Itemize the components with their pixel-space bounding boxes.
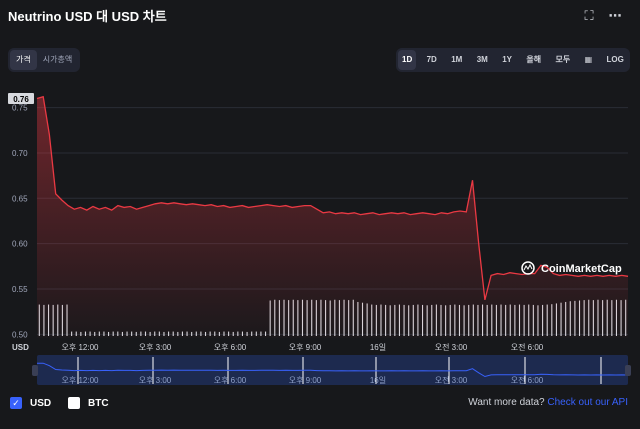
page-title: Neutrino USD 대 USD 차트 (8, 9, 167, 24)
y-tick-label: 0.60 (12, 240, 28, 249)
usd-toggle[interactable]: ✓ USD (10, 397, 51, 409)
navigator[interactable]: 오후 12:00 오후 3:00 오후 6:00 오후 9:00 16일 오전 3:00 오… (32, 355, 631, 385)
x-tick-label: 오후 9:00 (289, 343, 322, 352)
range-1y-button[interactable]: 1Y (502, 55, 513, 64)
btc-checkbox[interactable] (68, 397, 80, 409)
y-tick-label: 0.55 (12, 285, 28, 294)
navigator-tick-label: 오후 9:00 (289, 376, 322, 385)
more-data-promo: Want more data? Check out our API (468, 397, 628, 408)
usd-label: USD (30, 397, 52, 409)
btc-toggle[interactable]: BTC (68, 397, 109, 409)
navigator-tick-label: 오전 6:00 (511, 375, 544, 385)
x-tick-label: 오후 3:00 (139, 343, 172, 352)
y-tick-label: 0.65 (12, 194, 28, 203)
range-3m-button[interactable]: 3M (476, 55, 488, 64)
y-tick-label: 0.70 (12, 149, 28, 158)
price-marketcap-toggle: 가격 시가총액 (8, 48, 81, 72)
price-area-fill (37, 96, 628, 338)
y-axis-ticks: 0.75 0.70 0.65 0.60 0.55 0.50 (12, 104, 28, 340)
api-link[interactable]: Check out our API (547, 397, 628, 408)
x-axis-ticks: 오후 12:00 오후 3:00 오후 6:00 오후 9:00 16일 오전 3:00 오… (62, 342, 544, 352)
fullscreen-icon[interactable]: ⛶ (584, 8, 594, 23)
navigator-tick-label: 오후 6:00 (214, 376, 247, 385)
btc-label: BTC (88, 397, 109, 409)
calendar-icon[interactable]: ▦ (584, 55, 593, 64)
tab-marketcap[interactable]: 시가총액 (42, 55, 73, 64)
price-chart[interactable]: 0.75 0.70 0.65 0.60 0.55 0.50 0.76 CoinMarket… (0, 90, 640, 390)
more-data-text: Want more data? (468, 397, 545, 408)
x-tick-label: 오후 12:00 (62, 343, 100, 352)
current-price-label: 0.76 (13, 95, 29, 104)
currency-axis-label: USD (12, 343, 29, 352)
range-all-button[interactable]: 모두 (555, 55, 571, 64)
current-price-badge: 0.76 (8, 93, 34, 104)
x-tick-label: 16일 (370, 343, 386, 352)
y-tick-label: 0.75 (12, 104, 28, 113)
navigator-left-handle[interactable] (32, 365, 38, 376)
log-scale-button[interactable]: LOG (606, 55, 624, 64)
navigator-tick-label: 오후 3:00 (139, 376, 172, 385)
navigator-line (36, 362, 629, 378)
range-7d-button[interactable]: 7D (426, 55, 437, 64)
navigator-tick-label: 오후 12:00 (62, 376, 100, 385)
navigator-tick-label: 오전 3:00 (435, 375, 468, 385)
range-1m-button[interactable]: 1M (451, 55, 463, 64)
y-tick-label: 0.50 (12, 330, 28, 339)
x-tick-label: 오전 3:00 (435, 342, 468, 352)
usd-checkbox[interactable]: ✓ (10, 397, 22, 409)
more-icon[interactable]: ⋯ (608, 8, 622, 23)
range-1d-button[interactable]: 1D (398, 50, 417, 70)
range-selector: 1D 7D 1M 3M 1Y 올해 모두 ▦ LOG (396, 48, 630, 72)
range-ytd-button[interactable]: 올해 (526, 55, 542, 64)
tab-price[interactable]: 가격 (10, 50, 37, 70)
navigator-tick-label: 16일 (370, 376, 386, 385)
x-tick-label: 오전 6:00 (511, 342, 544, 352)
coinmarketcap-watermark: CoinMarketCap (521, 261, 622, 275)
navigator-right-handle[interactable] (625, 365, 631, 376)
watermark-text: CoinMarketCap (541, 263, 622, 275)
x-tick-label: 오후 6:00 (214, 343, 247, 352)
navigator-ticks: 오후 12:00 오후 3:00 오후 6:00 오후 9:00 16일 오전 3:00 오… (62, 357, 602, 385)
